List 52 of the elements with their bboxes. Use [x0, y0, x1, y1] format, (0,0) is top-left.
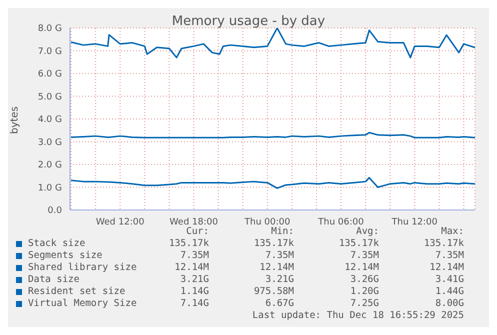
x-tick-label: Thu 00:00 [244, 217, 291, 228]
text: 1.44G [434, 286, 464, 297]
y-tick-label: 8.0 G [38, 24, 62, 34]
text: 7.35M [434, 250, 464, 261]
legend-label: Shared library size [28, 262, 137, 273]
x-tick-label: Thu 12:00 [390, 217, 438, 228]
text: 1.14G [179, 286, 209, 297]
text: 7.25G [349, 298, 379, 309]
text: 8.00G [434, 298, 464, 309]
text: 7.35M [264, 250, 294, 261]
y-tick-label: 4.0 G [38, 115, 62, 126]
chart-title: Memory usage - by day [172, 14, 326, 29]
y-tick-label: 5.0 G [38, 92, 62, 102]
legend-label: Virtual Memory Size [28, 298, 137, 309]
x-tick-label: Wed 12:00 [96, 217, 145, 228]
text: 135.17k [252, 238, 294, 249]
y-tick-label: 6.0 G [38, 70, 62, 80]
legend-label: Stack size [28, 238, 86, 249]
text: 3.21G [264, 274, 294, 285]
text: Max: [440, 226, 464, 237]
legend-label: Segments size [28, 250, 102, 261]
line-series [70, 176, 475, 189]
text: 12.14M [174, 262, 209, 273]
text: 3.26G [349, 274, 379, 285]
text: 7.35M [179, 250, 209, 261]
y-tick-label: 3.0 G [38, 138, 62, 148]
text: 135.17k [422, 238, 464, 249]
text: 12.14M [258, 262, 294, 273]
text: 12.14M [344, 262, 379, 273]
text: 1.20G [349, 286, 379, 297]
text: 135.17k [338, 238, 379, 249]
legend-label: Data size [28, 274, 80, 285]
y-tick-label: 0.0 [48, 206, 62, 216]
x-tick-label: Thu 06:00 [317, 217, 364, 228]
x-tick-label: Wed 18:00 [170, 217, 218, 228]
text: 3.41G [434, 274, 464, 285]
text: 975.58M [252, 286, 294, 297]
y-axis-title: bytes [10, 106, 21, 134]
text: Last update: Thu Dec 18 16:55:29 2025 [252, 310, 464, 321]
text: 7.14G [179, 298, 209, 309]
y-tick-label: 2.0 G [38, 160, 62, 171]
text: Avg: [355, 226, 379, 237]
text: 7.35M [349, 250, 379, 261]
y-tick-label: 1.0 G [38, 183, 62, 194]
legend-label: Resident set size [28, 286, 126, 297]
y-tick-label: 7.0 G [38, 46, 62, 57]
text: 3.21G [179, 274, 209, 285]
text: 135.17k [168, 238, 209, 249]
text: Cur: [185, 226, 209, 237]
text: 6.67G [264, 298, 294, 309]
text: Min: [270, 226, 294, 237]
text: 12.14M [428, 262, 464, 273]
